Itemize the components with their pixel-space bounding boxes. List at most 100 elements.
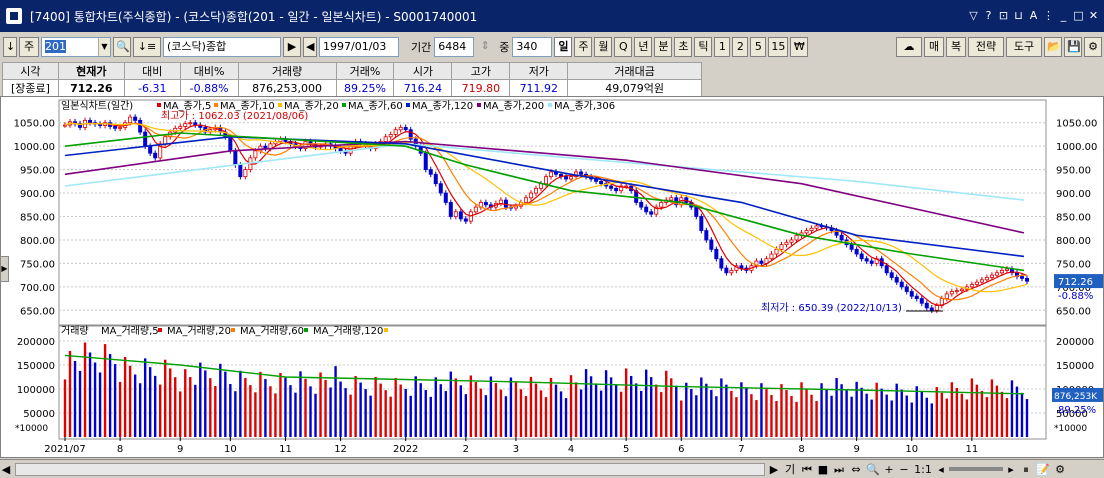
zoom-in-button[interactable]: + (884, 462, 894, 476)
candle-body (859, 253, 864, 260)
candle-body (78, 123, 83, 128)
period-input[interactable]: 6484 (434, 37, 475, 57)
market-select[interactable]: 주 (19, 37, 39, 57)
copy-button[interactable]: 복 (946, 37, 966, 57)
name-field[interactable]: (코스닥)종합 (163, 37, 281, 57)
play-button[interactable]: ▶ (283, 37, 301, 57)
volume-bar (304, 378, 307, 437)
volume-unit-right: *10000 (1054, 424, 1087, 434)
code-input[interactable]: 201 ▼ (41, 37, 111, 57)
side-toggle-icon[interactable]: ▶ (0, 256, 9, 282)
dropdown-icon[interactable]: ▽ (969, 9, 978, 22)
won-button[interactable]: ₩ (790, 37, 809, 57)
tf-second[interactable]: 초 (674, 37, 693, 57)
arrow-button[interactable]: ↓ (3, 37, 17, 57)
ma-line-200 (64, 140, 1025, 234)
close-button[interactable]: ✕ (1088, 9, 1099, 22)
legend-swatch (548, 103, 552, 107)
volume-bar (529, 376, 533, 437)
last-button[interactable]: ⏭ (834, 462, 844, 476)
folder-icon[interactable]: 📂 (1044, 37, 1062, 57)
stop-button[interactable]: ■ (817, 462, 829, 476)
volume-tick-label-right: 150000 (1056, 361, 1094, 372)
volume-bar (855, 381, 858, 437)
search-icon[interactable]: 🔍 (113, 37, 131, 57)
ma5-line (64, 122, 1028, 306)
trade-button[interactable]: 매 (924, 37, 944, 57)
volume-bar (835, 377, 838, 437)
chart-area[interactable]: 650.00 650.00 700.00 700.00 750.00 750.00 800.… (0, 96, 1104, 458)
help-icon[interactable]: ? (985, 9, 992, 22)
tools-button[interactable]: 도구 (1006, 37, 1042, 57)
zoom-icon[interactable]: ⇕ (476, 37, 495, 57)
save-icon[interactable]: 💾 (1064, 37, 1082, 57)
basic-button[interactable]: 기 (784, 462, 796, 476)
x-tick-label: 2022 (393, 444, 418, 455)
tf-2[interactable]: 2 (732, 37, 749, 57)
volume-bar (469, 375, 473, 437)
date-input[interactable]: 1997/01/03▼ (319, 37, 399, 57)
more-icon[interactable]: ⋮ (1043, 9, 1054, 22)
ratio-button[interactable]: 1:1 (914, 462, 932, 476)
font-icon[interactable]: A (1029, 9, 1038, 22)
zoom-icon-bottom[interactable]: 🔍 (866, 462, 880, 476)
volume-bar (324, 379, 327, 437)
scroll-track[interactable] (15, 462, 765, 476)
price-legend-item: MA_종가,200 (483, 100, 544, 112)
candle-body (503, 199, 508, 208)
sort-icon[interactable]: ↓≡ (133, 37, 161, 57)
fit-button[interactable]: ⇔ (851, 462, 861, 476)
zoom-out-button[interactable]: − (899, 462, 909, 476)
code-dropdown-icon[interactable]: ▼ (98, 38, 110, 56)
back-button[interactable]: ◀ (303, 37, 317, 57)
tf-week[interactable]: 주 (574, 37, 593, 57)
volume-bar (690, 389, 693, 437)
strategy-button[interactable]: 전략 (968, 37, 1004, 57)
tf-tick[interactable]: 틱 (694, 37, 713, 57)
date-dropdown-icon[interactable]: ▼ (386, 56, 398, 57)
tf-15[interactable]: 15 (768, 37, 789, 57)
val-turnover: 49,079억원 (567, 79, 702, 97)
tf-1[interactable]: 1 (714, 37, 731, 57)
volume-bar (424, 390, 427, 437)
volume-bar (760, 383, 763, 437)
window-icon[interactable]: ⊔ (1014, 9, 1023, 22)
config-icon[interactable]: ⚙ (1055, 462, 1065, 476)
slider-left-icon[interactable]: ◂ (938, 462, 944, 476)
tf-year[interactable]: 년 (634, 37, 653, 57)
memo-icon[interactable]: 📝 (1036, 462, 1050, 476)
scroll-right-button[interactable]: ▶ (769, 462, 779, 476)
tf-minute[interactable]: 분 (654, 37, 673, 57)
pause-button[interactable]: ⏸ (1023, 462, 1029, 476)
settings-icon[interactable]: ⚙ (1084, 37, 1102, 57)
minimize-button[interactable]: _ (1060, 9, 1067, 22)
volume-bar (504, 396, 508, 437)
scroll-left-button[interactable]: ◀ (1, 462, 11, 476)
cloud-icon[interactable]: ☁ (896, 37, 922, 57)
hdr-change: 대비 (123, 62, 181, 80)
price-tag: 712.26 (1058, 277, 1093, 288)
zoom-slider[interactable] (949, 467, 1003, 471)
first-button[interactable]: ⏮ (802, 462, 812, 476)
chart-svg[interactable]: 650.00 650.00 700.00 700.00 750.00 750.00 800.… (1, 97, 1103, 457)
volume-bar (1020, 392, 1024, 437)
tf-month[interactable]: 월 (594, 37, 613, 57)
candle-body (729, 270, 734, 274)
tf-day[interactable]: 일 (554, 37, 573, 57)
tf-quarter[interactable]: Q (614, 37, 633, 57)
tf-5[interactable]: 5 (750, 37, 767, 57)
volume-bar (820, 383, 823, 437)
candle-body (694, 206, 699, 217)
volume-bar (930, 403, 933, 437)
price-tick-label-left: 800.00 (20, 236, 55, 247)
maximize-button[interactable]: □ (1073, 9, 1084, 22)
volume-bar (219, 363, 222, 437)
volume-bar (184, 369, 187, 437)
volume-bar (965, 399, 969, 437)
val-volume-pct: 89.25% (335, 79, 395, 97)
volume-bar (785, 390, 788, 437)
candle-body (233, 150, 238, 166)
link-icon[interactable]: ⊡ (998, 9, 1009, 22)
slider-right-icon[interactable]: ▸ (1008, 462, 1014, 476)
count-input[interactable]: 340 (512, 37, 553, 57)
